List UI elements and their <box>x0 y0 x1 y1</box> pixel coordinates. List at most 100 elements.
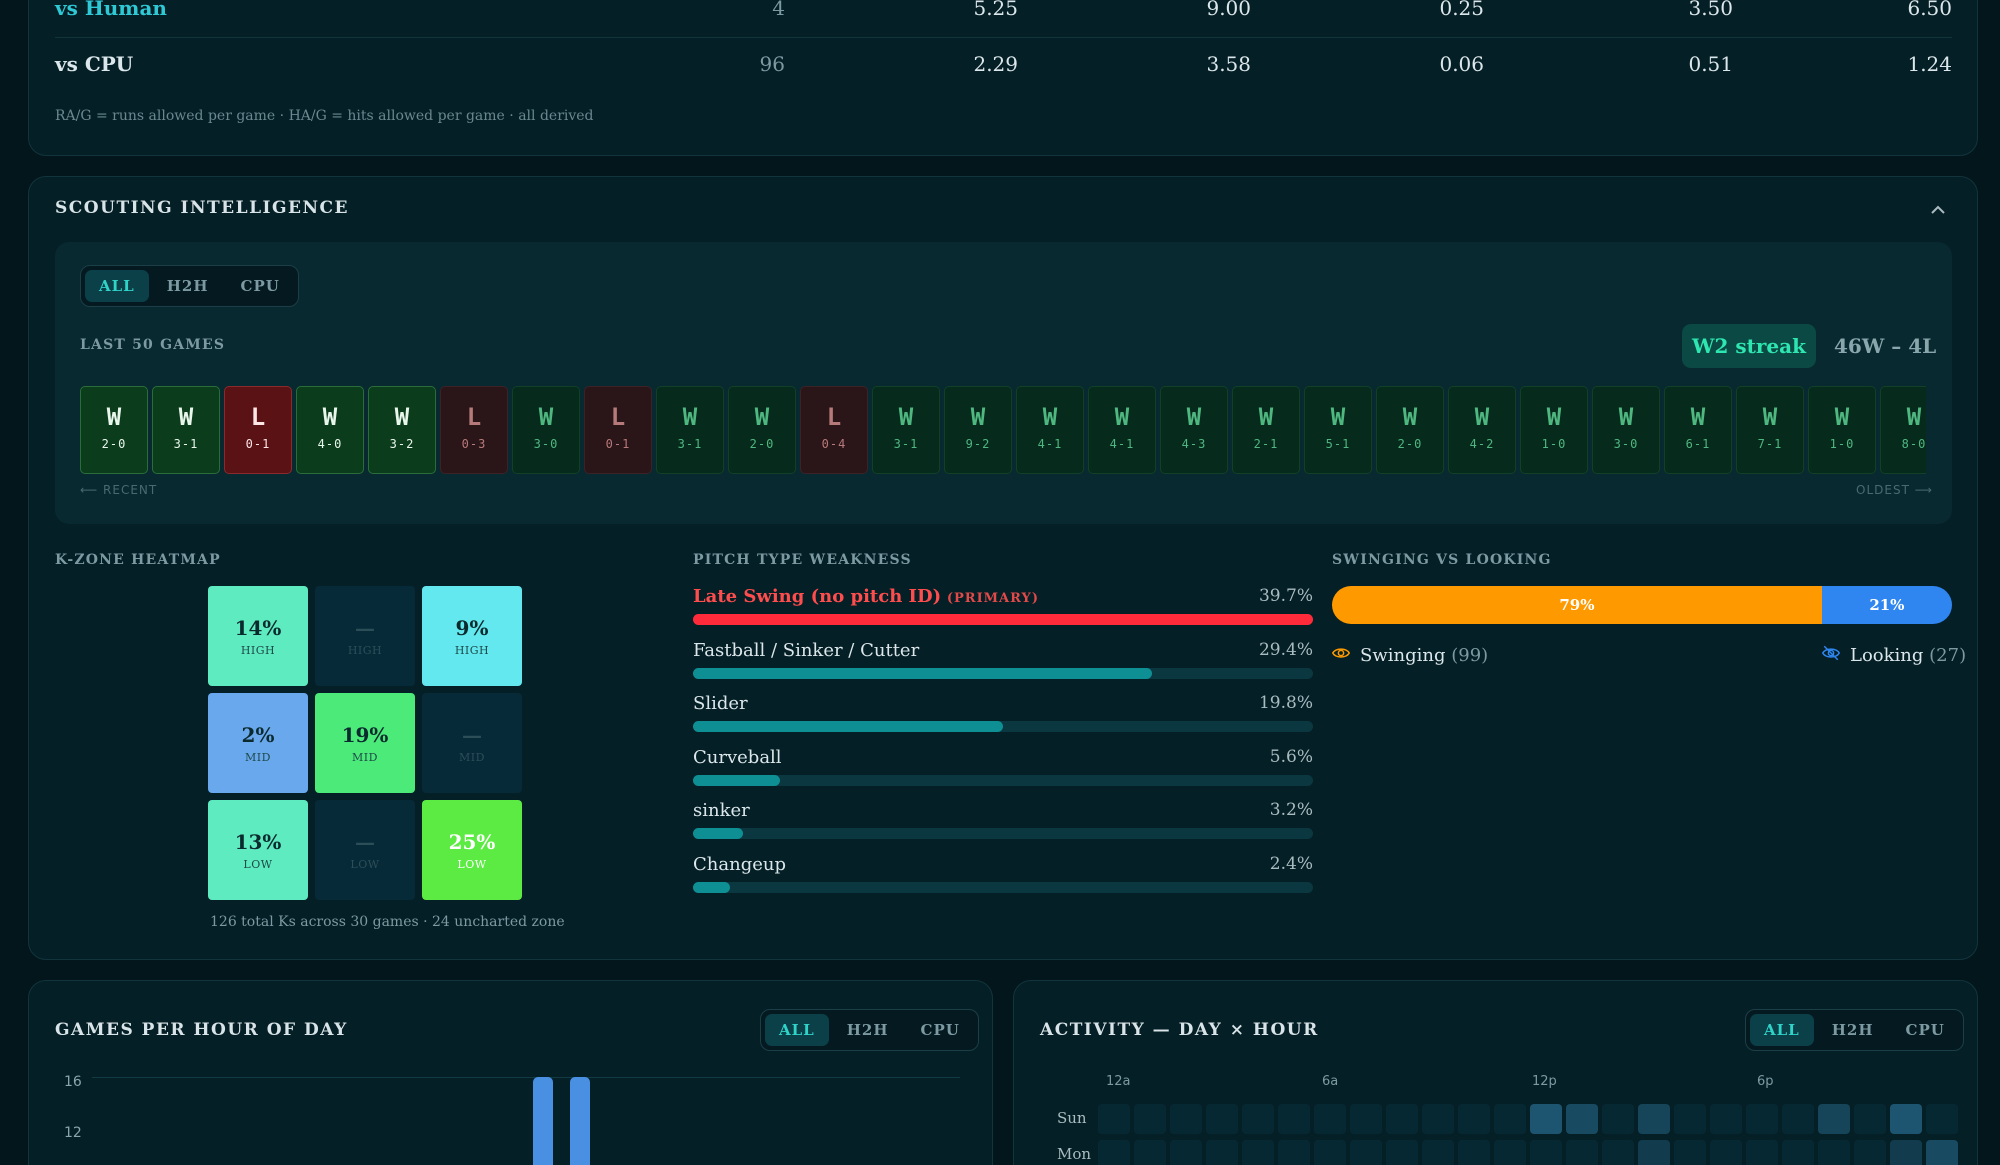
activity-cell[interactable] <box>1098 1104 1130 1134</box>
activity-cell[interactable] <box>1926 1104 1958 1134</box>
game-tile[interactable]: W 1-0 <box>1808 386 1876 474</box>
activity-cell[interactable] <box>1890 1104 1922 1134</box>
game-tile[interactable]: W 4-0 <box>296 386 364 474</box>
kzone-cell[interactable]: — MID <box>422 693 522 793</box>
game-tile[interactable]: L 0-4 <box>800 386 868 474</box>
activity-cell[interactable] <box>1566 1140 1598 1165</box>
activity-cell[interactable] <box>1674 1140 1706 1165</box>
activity-cell[interactable] <box>1134 1140 1166 1165</box>
activity-cell[interactable] <box>1638 1104 1670 1134</box>
kzone-cell[interactable]: 13% LOW <box>208 800 308 900</box>
activity-cell[interactable] <box>1710 1140 1742 1165</box>
filter-all[interactable]: ALL <box>1750 1014 1814 1046</box>
activity-cell[interactable] <box>1170 1104 1202 1134</box>
game-tile[interactable]: W 2-0 <box>728 386 796 474</box>
activity-cell[interactable] <box>1926 1140 1958 1165</box>
activity-cell[interactable] <box>1422 1140 1454 1165</box>
activity-cell[interactable] <box>1170 1140 1202 1165</box>
activity-cell[interactable] <box>1386 1104 1418 1134</box>
game-tile[interactable]: W 5-1 <box>1304 386 1372 474</box>
game-tile[interactable]: L 0-1 <box>584 386 652 474</box>
pitch-track <box>693 774 1313 786</box>
activity-cell[interactable] <box>1638 1140 1670 1165</box>
game-tile[interactable]: W 4-2 <box>1448 386 1516 474</box>
activity-cell[interactable] <box>1818 1104 1850 1134</box>
activity-cell[interactable] <box>1278 1104 1310 1134</box>
activity-cell[interactable] <box>1746 1104 1778 1134</box>
activity-cell[interactable] <box>1458 1104 1490 1134</box>
activity-cell[interactable] <box>1314 1140 1346 1165</box>
activity-cell[interactable] <box>1350 1140 1382 1165</box>
activity-cell[interactable] <box>1566 1104 1598 1134</box>
activity-cell[interactable] <box>1422 1104 1454 1134</box>
game-tile[interactable]: W 3-1 <box>152 386 220 474</box>
activity-cell[interactable] <box>1242 1140 1274 1165</box>
game-tile[interactable]: W 1-0 <box>1520 386 1588 474</box>
games-strip[interactable]: W 2-0 W 3-1 L 0-1 W 4-0 W 3-2 L 0-3 W 3-0 L 0-1 W 3-1 W 2-0… <box>80 386 1926 474</box>
activity-cell[interactable] <box>1854 1140 1886 1165</box>
game-tile[interactable]: W 4-1 <box>1016 386 1084 474</box>
activity-cell[interactable] <box>1854 1104 1886 1134</box>
filter-all[interactable]: ALL <box>85 270 149 302</box>
activity-cell[interactable] <box>1674 1104 1706 1134</box>
activity-cell[interactable] <box>1494 1140 1526 1165</box>
game-tile[interactable]: W 2-0 <box>1376 386 1444 474</box>
filter-h2h[interactable]: H2H <box>1831 1021 1874 1039</box>
row-label[interactable]: vs Human <box>55 0 167 20</box>
hour-bar[interactable] <box>533 1077 553 1165</box>
game-tile[interactable]: W 4-3 <box>1160 386 1228 474</box>
game-tile[interactable]: W 8-0 <box>1880 386 1926 474</box>
activity-filter: ALL H2H CPU <box>1745 1009 1964 1051</box>
activity-cell[interactable] <box>1134 1104 1166 1134</box>
game-tile[interactable]: W 9-2 <box>944 386 1012 474</box>
activity-cell[interactable] <box>1278 1140 1310 1165</box>
filter-cpu[interactable]: CPU <box>1905 1021 1945 1039</box>
activity-cell[interactable] <box>1602 1140 1634 1165</box>
activity-cell[interactable] <box>1890 1140 1922 1165</box>
game-tile[interactable]: W 3-0 <box>1592 386 1660 474</box>
activity-cell[interactable] <box>1206 1140 1238 1165</box>
kzone-cell[interactable]: 25% LOW <box>422 800 522 900</box>
activity-cell[interactable] <box>1458 1140 1490 1165</box>
game-tile[interactable]: L 0-1 <box>224 386 292 474</box>
activity-cell[interactable] <box>1494 1104 1526 1134</box>
activity-cell[interactable] <box>1746 1140 1778 1165</box>
activity-cell[interactable] <box>1350 1104 1382 1134</box>
game-tile[interactable]: W 3-1 <box>872 386 940 474</box>
game-tile[interactable]: W 4-1 <box>1088 386 1156 474</box>
game-tile[interactable]: W 2-1 <box>1232 386 1300 474</box>
activity-cell[interactable] <box>1818 1140 1850 1165</box>
activity-cell[interactable] <box>1098 1140 1130 1165</box>
activity-cell[interactable] <box>1782 1104 1814 1134</box>
activity-cell[interactable] <box>1314 1104 1346 1134</box>
activity-cell[interactable] <box>1242 1104 1274 1134</box>
kzone-cell[interactable]: — HIGH <box>315 586 415 686</box>
game-tile[interactable]: W 3-2 <box>368 386 436 474</box>
filter-cpu[interactable]: CPU <box>240 277 280 295</box>
filter-h2h[interactable]: H2H <box>166 277 209 295</box>
game-tile[interactable]: W 7-1 <box>1736 386 1804 474</box>
activity-cell[interactable] <box>1602 1104 1634 1134</box>
activity-cell[interactable] <box>1710 1104 1742 1134</box>
filter-all[interactable]: ALL <box>765 1014 829 1046</box>
game-tile[interactable]: W 3-1 <box>656 386 724 474</box>
kzone-cell[interactable]: 14% HIGH <box>208 586 308 686</box>
game-tile[interactable]: W 6-1 <box>1664 386 1732 474</box>
filter-cpu[interactable]: CPU <box>920 1021 960 1039</box>
activity-cell[interactable] <box>1530 1140 1562 1165</box>
kzone-cell[interactable]: 19% MID <box>315 693 415 793</box>
game-tile[interactable]: L 0-3 <box>440 386 508 474</box>
pitch-row: Fastball / Sinker / Cutter 29.4% <box>693 640 1313 690</box>
activity-cell[interactable] <box>1782 1140 1814 1165</box>
activity-cell[interactable] <box>1530 1104 1562 1134</box>
chevron-up-icon[interactable] <box>1928 200 1948 220</box>
game-tile[interactable]: W 3-0 <box>512 386 580 474</box>
hour-bar[interactable] <box>570 1077 590 1165</box>
filter-h2h[interactable]: H2H <box>846 1021 889 1039</box>
activity-cell[interactable] <box>1206 1104 1238 1134</box>
kzone-cell[interactable]: — LOW <box>315 800 415 900</box>
game-tile[interactable]: W 2-0 <box>80 386 148 474</box>
kzone-cell[interactable]: 9% HIGH <box>422 586 522 686</box>
activity-cell[interactable] <box>1386 1140 1418 1165</box>
kzone-cell[interactable]: 2% MID <box>208 693 308 793</box>
